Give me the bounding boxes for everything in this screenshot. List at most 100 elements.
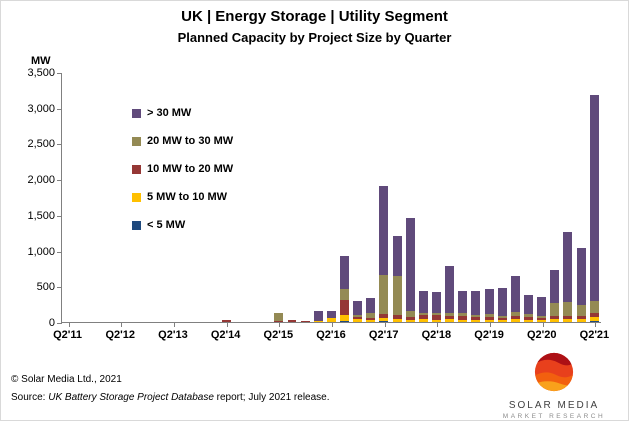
stacked-bar (563, 232, 573, 322)
bar-segment (379, 186, 389, 275)
stacked-bar (313, 311, 323, 322)
x-tick-mark (437, 322, 439, 327)
bar-segment (326, 317, 336, 319)
bar-segment (418, 291, 428, 313)
bar-segment (510, 319, 520, 322)
stacked-bar (287, 320, 297, 322)
bar-slot (75, 73, 88, 322)
x-tick-label: Q2'12 (105, 329, 136, 341)
bar-slot (496, 73, 509, 322)
bar-segment (458, 316, 468, 320)
stacked-bar (353, 300, 363, 322)
plot-area: > 30 MW 20 MW to 30 MW 10 MW to 20 MW 5 MW … (57, 73, 601, 327)
bar-slot (272, 73, 285, 322)
legend-entry: 5 MW to 10 MW (132, 191, 233, 203)
x-tick-mark (542, 322, 544, 327)
bar-segment (497, 317, 507, 320)
bar-segment (484, 289, 494, 315)
y-tick-label: 3,500 (27, 67, 55, 79)
y-tick-mark (57, 144, 62, 146)
bar-segment (563, 319, 573, 322)
stacked-bar (392, 236, 402, 322)
bar-segment (510, 276, 520, 313)
bar-segment (458, 290, 468, 314)
legend-swatch (132, 108, 141, 118)
legend-swatch (132, 192, 141, 202)
bar-segment (418, 319, 428, 322)
bar-segment (497, 315, 507, 318)
bar-slot (312, 73, 325, 322)
bar-segment (445, 266, 455, 313)
chart-subtitle: Planned Capacity by Project Size by Quar… (177, 30, 452, 45)
bar-series-container (62, 73, 601, 322)
stacked-bar (471, 291, 481, 322)
bar-segment (589, 300, 599, 314)
stacked-bar (340, 255, 349, 322)
legend-entry: 10 MW to 20 MW (132, 163, 233, 175)
bar-segment (589, 317, 599, 322)
source-text: Source: UK Battery Storage Project Datab… (11, 392, 330, 403)
bar-segment (510, 312, 520, 317)
bar-slot (535, 73, 548, 322)
bar-segment (392, 319, 402, 322)
bar-segment (576, 319, 586, 322)
y-tick-mark (57, 287, 62, 289)
bar-segment (432, 292, 441, 314)
x-tick-label: Q2'20 (526, 329, 557, 341)
legend-entry: < 5 MW (132, 219, 233, 231)
bar-slot (62, 73, 75, 322)
x-tick-label: Q2'19 (474, 329, 504, 341)
bar-slot (88, 73, 101, 322)
source-suffix: report; July 2021 release. (213, 392, 330, 403)
chart-title: UK | Energy Storage | Utility Segment (181, 8, 448, 25)
stacked-bar (300, 320, 310, 322)
bar-slot (561, 73, 574, 322)
bar-slot (259, 73, 272, 322)
bar-slot (101, 73, 114, 322)
copyright-text: © Solar Media Ltd., 2021 (11, 374, 122, 385)
y-tick-mark (57, 251, 62, 253)
y-tick-label: 2,000 (27, 174, 55, 187)
stacked-bar (484, 289, 494, 322)
y-tick-label: 0 (48, 317, 55, 329)
bar-segment (432, 319, 441, 322)
source-prefix: Source: (11, 392, 49, 403)
stacked-bar (432, 292, 441, 322)
bar-segment (392, 314, 402, 320)
x-tick-label: Q2'21 (579, 329, 610, 341)
bar-slot (233, 73, 246, 322)
stacked-bar (550, 269, 560, 322)
bar-slot (483, 73, 496, 322)
bar-segment (379, 274, 389, 315)
stacked-bar (379, 186, 389, 322)
logo-name-text: SOLAR MEDIA (508, 400, 600, 411)
y-axis-labels: 3,500 3,000 2,500 2,000 1,500 1,000 500 0 (7, 67, 55, 333)
y-tick-mark (57, 215, 62, 217)
bar-segment (471, 319, 481, 322)
stacked-bar (589, 94, 599, 322)
bar-segment (458, 319, 468, 322)
bar-slot (115, 73, 128, 322)
solar-media-sphere-icon (534, 352, 574, 392)
bar-segment (353, 314, 363, 318)
x-tick-mark (490, 322, 492, 327)
x-tick-label: Q2'16 (316, 329, 346, 341)
bar-segment (458, 313, 468, 317)
logo-tagline-text: MARKET RESEARCH (502, 413, 606, 420)
x-tick-mark (68, 322, 70, 327)
bar-segment (274, 313, 284, 321)
bar-segment (484, 314, 494, 318)
bar-segment (589, 94, 599, 301)
x-axis-labels: Q2'11 Q2'12 Q2'13 Q2'14 Q2'15 Q2'16 Q2'17 Q2'18… (53, 329, 609, 343)
bar-segment (340, 255, 349, 290)
x-tick-mark (173, 322, 175, 327)
bar-segment (340, 321, 349, 322)
bar-segment (379, 314, 389, 318)
bar-segment (563, 302, 573, 317)
bar-slot (338, 73, 351, 322)
bar-slot (377, 73, 390, 322)
stacked-bar (510, 276, 520, 322)
bar-segment (353, 317, 363, 320)
bar-segment (300, 320, 310, 322)
